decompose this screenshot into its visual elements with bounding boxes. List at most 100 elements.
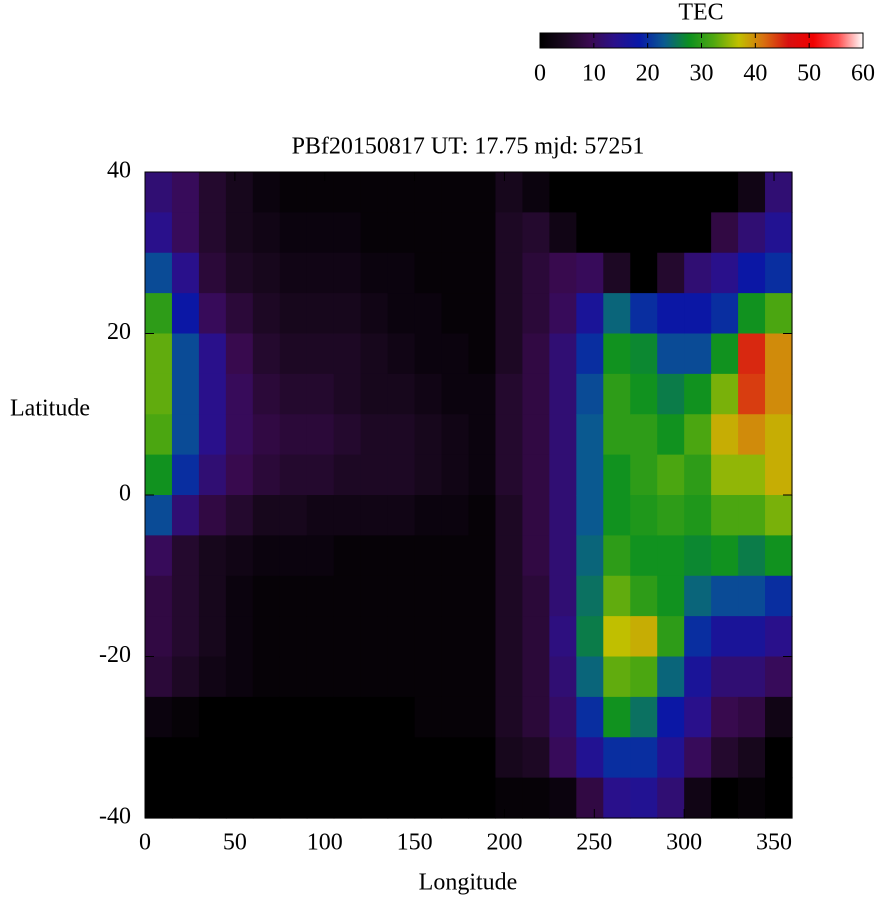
heatmap-cell	[441, 575, 470, 617]
heatmap-cell	[171, 252, 200, 294]
heatmap-cell	[630, 252, 658, 294]
heatmap-cell	[252, 777, 281, 819]
heatmap-cell	[306, 293, 335, 335]
heatmap-cell	[225, 293, 254, 335]
heatmap-cell	[711, 212, 739, 254]
heatmap-cell	[333, 777, 362, 819]
heatmap-cell	[657, 454, 685, 496]
heatmap-cell	[468, 293, 497, 335]
heatmap-cell	[711, 172, 739, 213]
heatmap-cell	[630, 777, 658, 819]
heatmap-cell	[333, 212, 362, 254]
heatmap-cell	[198, 373, 227, 415]
heatmap-cell	[522, 495, 550, 536]
heatmap-cell	[657, 575, 685, 617]
heatmap-cell	[306, 535, 335, 577]
heatmap-cell	[603, 737, 631, 779]
heatmap-cell	[279, 495, 308, 536]
heatmap-cell	[252, 373, 281, 415]
heatmap-cell	[387, 414, 416, 456]
heatmap-cell	[549, 495, 577, 536]
colorbar-tick-label: 40	[743, 61, 767, 87]
heatmap-cell	[387, 535, 416, 577]
heatmap-cell	[441, 656, 470, 698]
heatmap-cell	[279, 616, 308, 658]
heatmap-cell	[522, 454, 550, 496]
heatmap-cell	[522, 414, 550, 456]
heatmap-cell	[495, 696, 524, 738]
heatmap-cell	[603, 656, 631, 698]
heatmap-cell	[684, 656, 712, 698]
heatmap-cell	[360, 414, 389, 456]
heatmap-cell	[495, 172, 524, 213]
heatmap-cell	[684, 252, 712, 294]
heatmap-cell	[279, 656, 308, 698]
heatmap-cell	[333, 373, 362, 415]
heatmap-cell	[603, 293, 631, 335]
heatmap-cell	[306, 414, 335, 456]
heatmap-cell	[171, 777, 200, 819]
heatmap-cell	[414, 333, 443, 375]
heatmap-cell	[738, 616, 766, 658]
heatmap-cell	[387, 293, 416, 335]
heatmap-cell	[360, 293, 389, 335]
heatmap-cell	[765, 212, 793, 254]
heatmap-cell	[684, 535, 712, 577]
heatmap-cell	[171, 172, 200, 213]
heatmap-cell	[684, 495, 712, 536]
heatmap-cell	[441, 252, 470, 294]
heatmap-cell	[711, 616, 739, 658]
heatmap-cell	[360, 495, 389, 536]
heatmap-cell	[711, 454, 739, 496]
heatmap-cell	[360, 696, 389, 738]
heatmap-cell	[549, 656, 577, 698]
heatmap-cell	[495, 535, 524, 577]
heatmap-cell	[145, 252, 173, 294]
heatmap-cell	[198, 696, 227, 738]
heatmap-cell	[414, 656, 443, 698]
heatmap-cell	[387, 454, 416, 496]
heatmap-cell	[468, 777, 497, 819]
heatmap-cell	[603, 696, 631, 738]
heatmap-cell	[414, 252, 443, 294]
heatmap-cell	[738, 373, 766, 415]
x-tick-label: 100	[307, 830, 343, 856]
heatmap-cell	[441, 414, 470, 456]
heatmap-cell	[630, 373, 658, 415]
heatmap-cell	[495, 495, 524, 536]
heatmap-cell	[279, 172, 308, 213]
heatmap-cell	[603, 616, 631, 658]
heatmap-cell	[306, 333, 335, 375]
heatmap-cell	[414, 535, 443, 577]
x-tick-label: 250	[576, 830, 612, 856]
heatmap-cell	[549, 575, 577, 617]
heatmap-cell	[765, 616, 793, 658]
heatmap-cell	[576, 777, 604, 819]
heatmap-cell	[657, 656, 685, 698]
x-tick-label: 200	[486, 830, 522, 856]
heatmap-cell	[549, 535, 577, 577]
heatmap-cell	[522, 575, 550, 617]
heatmap-cell	[414, 495, 443, 536]
heatmap-cell	[576, 616, 604, 658]
heatmap-cell	[765, 737, 793, 779]
heatmap-cell	[603, 212, 631, 254]
heatmap-cell	[765, 293, 793, 335]
heatmap-cell	[630, 737, 658, 779]
heatmap-cell	[468, 373, 497, 415]
heatmap-cell	[522, 616, 550, 658]
heatmap-cell	[145, 575, 173, 617]
heatmap-cell	[225, 616, 254, 658]
heatmap-cell	[145, 293, 173, 335]
heatmap-cell	[711, 414, 739, 456]
heatmap-cell	[279, 333, 308, 375]
heatmap-cell	[738, 333, 766, 375]
heatmap-cell	[306, 616, 335, 658]
heatmap-cell	[279, 293, 308, 335]
heatmap-cell	[279, 212, 308, 254]
colorbar-tick-label: 20	[636, 61, 660, 87]
heatmap-cell	[252, 212, 281, 254]
heatmap-cell	[765, 535, 793, 577]
heatmap-cell	[657, 414, 685, 456]
heatmap-cell	[684, 777, 712, 819]
